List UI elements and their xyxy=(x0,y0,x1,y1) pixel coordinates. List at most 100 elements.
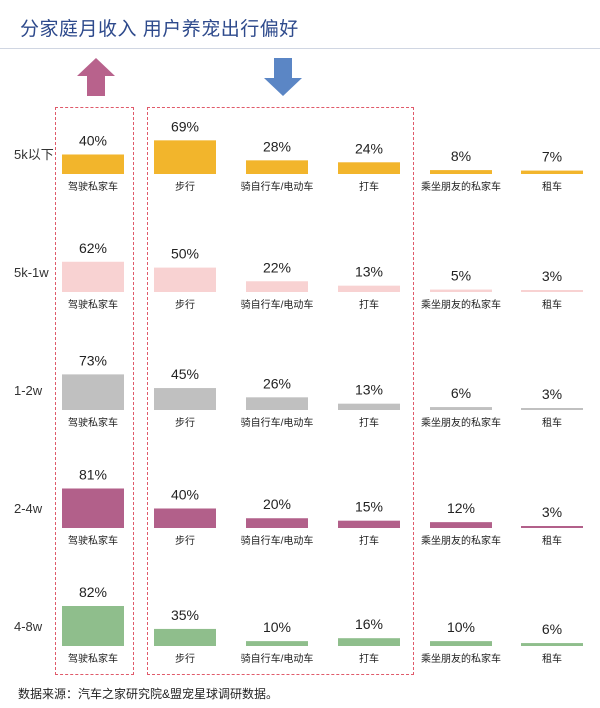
bar xyxy=(154,508,216,528)
data-label: 12% xyxy=(447,500,475,516)
bar xyxy=(338,520,400,528)
data-label: 13% xyxy=(355,382,383,398)
category-label: 打车 xyxy=(359,534,379,547)
data-label: 22% xyxy=(263,259,291,275)
bar xyxy=(521,643,583,646)
data-label: 20% xyxy=(263,496,291,512)
category-label: 驾驶私家车 xyxy=(68,534,118,547)
category-label: 租车 xyxy=(542,298,562,311)
category-label: 租车 xyxy=(542,534,562,547)
category-label: 步行 xyxy=(175,652,195,665)
category-label: 骑自行车/电动车 xyxy=(241,416,314,429)
data-label: 73% xyxy=(79,352,107,368)
data-label: 50% xyxy=(171,246,199,262)
row-label: 1-2w xyxy=(14,383,43,398)
row-label: 5k-1w xyxy=(14,265,49,280)
data-source-note: 数据来源：汽车之家研究院&盟宠星球调研数据。 xyxy=(18,687,279,701)
data-label: 6% xyxy=(451,385,471,401)
data-label: 3% xyxy=(542,504,562,520)
row-label: 5k以下 xyxy=(14,147,54,162)
category-label: 步行 xyxy=(175,416,195,429)
bar xyxy=(338,403,400,410)
category-label: 驾驶私家车 xyxy=(68,298,118,311)
bar xyxy=(62,488,124,528)
data-label: 40% xyxy=(79,132,107,148)
bar xyxy=(521,526,583,528)
bar xyxy=(430,407,492,410)
bar xyxy=(430,522,492,528)
chart-title: 分家庭月收入 用户养宠出行偏好 xyxy=(20,19,299,40)
data-label: 40% xyxy=(171,486,199,502)
category-label: 打车 xyxy=(359,652,379,665)
bar xyxy=(62,374,124,410)
data-label: 62% xyxy=(79,240,107,256)
category-label: 乘坐朋友的私家车 xyxy=(421,416,501,429)
category-label: 租车 xyxy=(542,652,562,665)
category-label: 乘坐朋友的私家车 xyxy=(421,180,501,193)
category-label: 乘坐朋友的私家车 xyxy=(421,534,501,547)
category-label: 骑自行车/电动车 xyxy=(241,652,314,665)
bar xyxy=(62,261,124,292)
category-label: 步行 xyxy=(175,534,195,547)
category-label: 打车 xyxy=(359,416,379,429)
category-label: 租车 xyxy=(542,180,562,193)
category-label: 驾驶私家车 xyxy=(68,652,118,665)
category-label: 骑自行车/电动车 xyxy=(241,298,314,311)
data-label: 10% xyxy=(263,619,291,635)
data-label: 16% xyxy=(355,616,383,632)
data-label: 6% xyxy=(542,621,562,637)
title-divider xyxy=(0,48,600,49)
bar xyxy=(430,641,492,646)
higher-preference-group-box xyxy=(55,107,134,675)
data-label: 3% xyxy=(542,268,562,284)
data-label: 35% xyxy=(171,607,199,623)
category-label: 打车 xyxy=(359,298,379,311)
data-label: 28% xyxy=(263,138,291,154)
bar xyxy=(62,606,124,646)
data-label: 5% xyxy=(451,268,471,284)
bar xyxy=(430,289,492,292)
bar xyxy=(246,641,308,646)
bar xyxy=(338,638,400,646)
category-label: 驾驶私家车 xyxy=(68,416,118,429)
category-label: 步行 xyxy=(175,298,195,311)
bar xyxy=(521,170,583,174)
bar xyxy=(521,408,583,410)
data-label: 15% xyxy=(355,499,383,515)
category-label: 乘坐朋友的私家车 xyxy=(421,652,501,665)
data-label: 81% xyxy=(79,466,107,482)
data-label: 69% xyxy=(171,118,199,134)
bar xyxy=(521,290,583,292)
bar xyxy=(246,281,308,292)
data-label: 45% xyxy=(171,366,199,382)
data-label: 82% xyxy=(79,584,107,600)
data-label: 10% xyxy=(447,619,475,635)
bar xyxy=(154,628,216,646)
bar xyxy=(154,140,216,174)
down-arrow-icon xyxy=(264,58,302,96)
data-label: 13% xyxy=(355,264,383,280)
category-label: 骑自行车/电动车 xyxy=(241,534,314,547)
bar xyxy=(338,162,400,174)
category-label: 骑自行车/电动车 xyxy=(241,180,314,193)
lower-preference-group-box xyxy=(147,107,414,675)
category-label: 乘坐朋友的私家车 xyxy=(421,298,501,311)
bar xyxy=(62,154,124,174)
bar xyxy=(246,518,308,528)
data-label: 3% xyxy=(542,386,562,402)
data-label: 8% xyxy=(451,148,471,164)
category-label: 租车 xyxy=(542,416,562,429)
bar xyxy=(154,388,216,410)
data-label: 26% xyxy=(263,375,291,391)
category-label: 驾驶私家车 xyxy=(68,180,118,193)
row-label: 2-4w xyxy=(14,501,43,516)
bar xyxy=(338,285,400,292)
bar xyxy=(430,170,492,174)
data-label: 24% xyxy=(355,140,383,156)
data-label: 7% xyxy=(542,149,562,165)
category-label: 打车 xyxy=(359,180,379,193)
category-label: 步行 xyxy=(175,180,195,193)
bar xyxy=(246,397,308,410)
row-label: 4-8w xyxy=(14,619,43,634)
bar xyxy=(246,160,308,174)
